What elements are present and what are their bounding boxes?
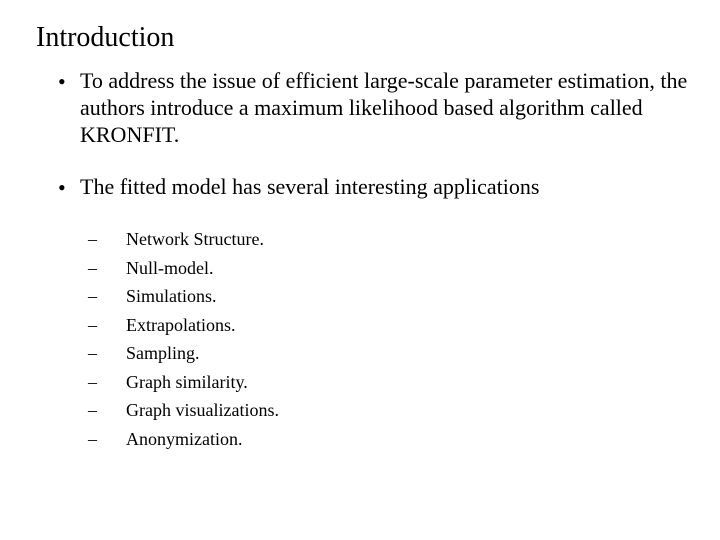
sub-bullet-item: – Simulations. [84,285,690,308]
sub-bullet-text: Network Structure. [126,228,690,251]
dash-marker-icon: – [84,428,126,451]
dash-marker-icon: – [84,314,126,337]
slide: Introduction • To address the issue of e… [0,0,720,540]
sub-bullet-text: Graph visualizations. [126,399,690,422]
dash-marker-icon: – [84,399,126,422]
sub-bullet-text: Simulations. [126,285,690,308]
slide-title: Introduction [36,22,690,54]
dash-marker-icon: – [84,257,126,280]
bullet-marker-icon: • [58,69,80,96]
sub-bullet-item: – Null-model. [84,257,690,280]
sub-bullet-item: – Graph visualizations. [84,399,690,422]
sub-bullet-item: – Anonymization. [84,428,690,451]
sub-bullet-item: – Sampling. [84,342,690,365]
dash-marker-icon: – [84,228,126,251]
bullet-item: • The fitted model has several interesti… [58,174,690,202]
dash-marker-icon: – [84,371,126,394]
bullet-item: • To address the issue of efficient larg… [58,68,690,148]
sub-bullet-item: – Graph similarity. [84,371,690,394]
sub-bullet-text: Sampling. [126,342,690,365]
sub-bullet-item: – Extrapolations. [84,314,690,337]
bullet-text: To address the issue of efficient large-… [80,68,690,148]
bullet-text: The fitted model has several interesting… [80,174,690,201]
sub-bullet-text: Extrapolations. [126,314,690,337]
sub-bullet-text: Null-model. [126,257,690,280]
sub-bullet-item: – Network Structure. [84,228,690,251]
sub-bullet-text: Graph similarity. [126,371,690,394]
sub-bullet-text: Anonymization. [126,428,690,451]
dash-marker-icon: – [84,285,126,308]
bullet-marker-icon: • [58,175,80,202]
dash-marker-icon: – [84,342,126,365]
sub-bullet-list: – Network Structure. – Null-model. – Sim… [36,228,690,450]
